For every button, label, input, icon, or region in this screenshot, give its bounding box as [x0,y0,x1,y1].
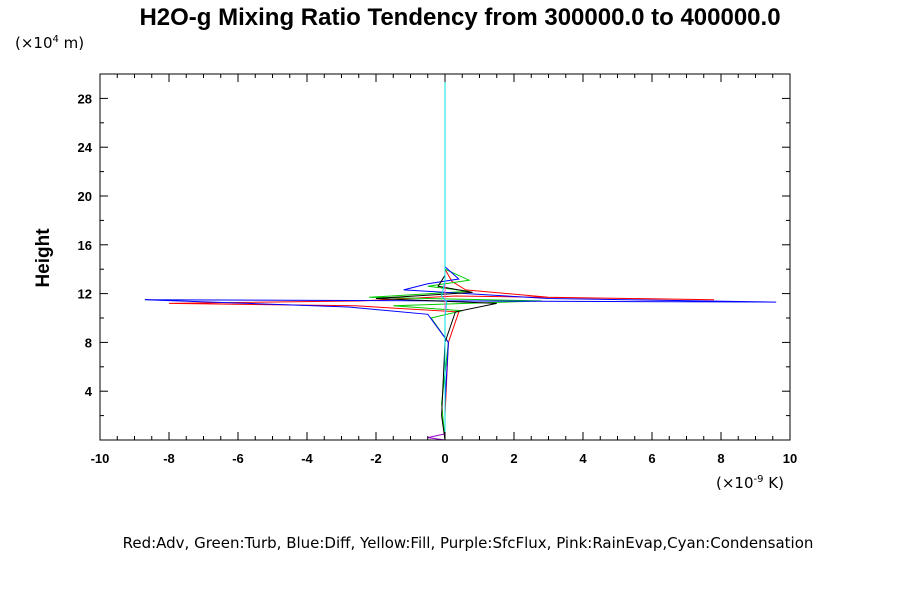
x-tick-label: 6 [648,451,655,466]
legend-text: Red:Adv, Green:Turb, Blue:Diff, Yellow:F… [123,534,814,552]
series-line-0 [168,74,715,440]
y-tick-label: 12 [78,287,92,302]
x-unit-prefix: (×10 [716,474,754,492]
plot-frame [99,73,791,441]
series-line-2 [144,74,777,440]
x-unit-label: (×10-9 K) [716,474,784,492]
x-tick-label: 0 [441,451,448,466]
series-line-1 [369,74,542,441]
x-unit-exponent: -9 [754,474,764,485]
chart-title: H2O-g Mixing Ratio Tendency from 300000.… [139,4,780,31]
series-line-7 [441,74,448,440]
y-tick-label: 28 [78,91,92,106]
y-unit-label: (×104 m) [15,34,84,52]
x-unit-suffix: K) [764,474,784,492]
y-unit-suffix: m) [59,34,84,52]
y-tick-label: 8 [85,335,92,350]
plot-series [144,74,777,441]
x-tick-label: -10 [91,451,110,466]
x-tick-label: -2 [370,451,382,466]
x-tick-label: 2 [510,451,517,466]
y-tick-label: 16 [78,238,92,253]
x-tick-label: 4 [579,451,587,466]
y-tick-label: 24 [78,140,93,155]
y-unit-exponent: 4 [53,34,59,45]
x-tick-label: -6 [232,451,244,466]
y-unit-prefix: (×10 [15,34,53,52]
series-line-5 [427,74,446,441]
y-axis-label: Height [33,228,54,288]
y-tick-label: 20 [78,189,92,204]
x-tick-label: -8 [163,451,175,466]
x-tick-label: 10 [783,451,797,466]
x-tick-label: -4 [301,451,313,466]
x-tick-label: 8 [717,451,724,466]
series-line-3 [375,74,497,441]
y-tick-label: 4 [85,384,93,399]
